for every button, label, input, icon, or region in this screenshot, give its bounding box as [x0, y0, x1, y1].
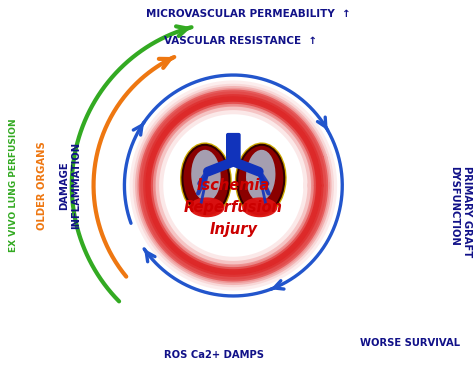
Ellipse shape: [191, 150, 221, 201]
Ellipse shape: [246, 150, 275, 201]
Text: ROS Ca2+ DAMPS: ROS Ca2+ DAMPS: [164, 350, 264, 360]
Ellipse shape: [242, 197, 277, 217]
FancyBboxPatch shape: [226, 133, 241, 164]
Text: OLDER ORGANS: OLDER ORGANS: [37, 141, 47, 230]
Text: WORSE SURVIVAL: WORSE SURVIVAL: [360, 338, 460, 348]
Text: EX VIVO LUNG PERFUSION: EX VIVO LUNG PERFUSION: [9, 119, 18, 252]
Ellipse shape: [189, 197, 225, 217]
Text: Ischemia
Reperfusion
Injury: Ischemia Reperfusion Injury: [184, 178, 283, 237]
Text: VASCULAR RESISTANCE  ↑: VASCULAR RESISTANCE ↑: [164, 36, 317, 46]
Text: MICROVASCULAR PERMEABILITY  ↑: MICROVASCULAR PERMEABILITY ↑: [146, 9, 350, 19]
Text: PRIMARY GRAFT
DYSFUNCTION: PRIMARY GRAFT DYSFUNCTION: [449, 165, 472, 257]
Ellipse shape: [182, 145, 229, 214]
Ellipse shape: [237, 145, 284, 214]
Text: DAMAGE
INFLAMMATION: DAMAGE INFLAMMATION: [59, 142, 81, 229]
